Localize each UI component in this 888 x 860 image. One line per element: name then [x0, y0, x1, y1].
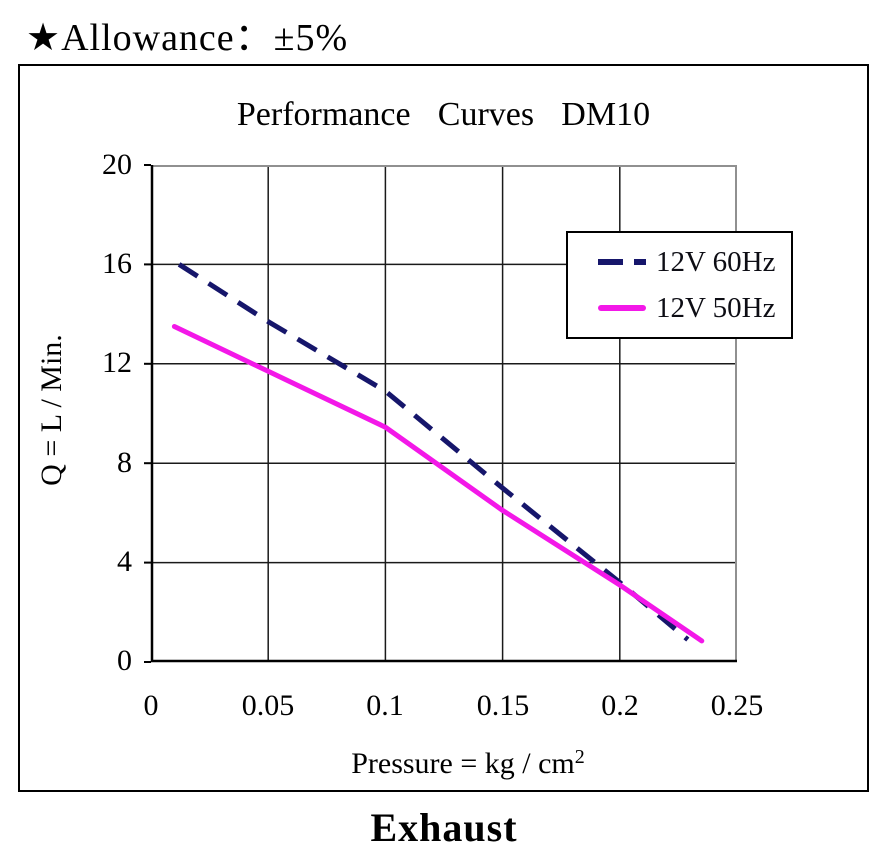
- legend-label-60hz: 12V 60Hz: [656, 245, 776, 278]
- legend-box: 12V 60Hz 12V 50Hz: [566, 231, 793, 339]
- y-tick-label-20: 20: [102, 148, 132, 181]
- y-axis-title: Q = L / Min.: [35, 334, 68, 486]
- x-tick-label-005: 0.05: [241, 689, 295, 722]
- y-tick-label-16: 16: [102, 247, 132, 280]
- x-axis-title-text: Pressure = kg / cm: [351, 747, 575, 780]
- x-tick-label-025: 0.25: [710, 689, 764, 722]
- series-line-12v-60hz: [177, 262, 690, 642]
- legend-dashed-line-sample: [598, 259, 646, 265]
- legend-entry-50hz: 12V 50Hz: [598, 292, 791, 325]
- x-tick-label-015: 0.15: [476, 689, 530, 722]
- x-axis-title: Pressure = kg / cm2: [168, 746, 768, 781]
- allowance-annotation: ★Allowance：±5%: [26, 17, 349, 59]
- x-tick-label-02: 0.2: [601, 689, 639, 722]
- y-tick-label-0: 0: [117, 644, 132, 677]
- y-tick-label-4: 4: [117, 545, 132, 578]
- legend-entry-60hz: 12V 60Hz: [598, 246, 791, 279]
- legend-label-50hz: 12V 50Hz: [656, 291, 776, 324]
- x-tick-label-01: 0.1: [366, 689, 404, 722]
- y-tick-label-8: 8: [117, 446, 132, 479]
- legend-solid-line-sample: [598, 305, 646, 311]
- y-tick-label-12: 12: [102, 346, 132, 379]
- series-line-12v-50hz: [171, 324, 705, 644]
- chart-frame: [18, 64, 869, 792]
- footer-label: Exhaust: [370, 805, 518, 850]
- x-tick-label-0: 0: [143, 689, 159, 722]
- x-axis-title-superscript: 2: [574, 746, 585, 768]
- chart-title: Performance Curves DM10: [236, 96, 651, 133]
